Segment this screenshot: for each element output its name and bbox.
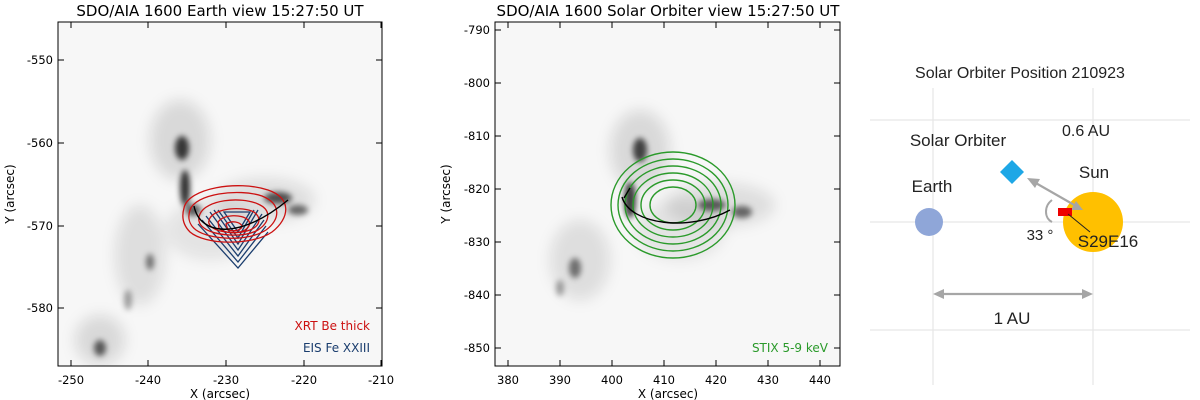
legend-eis: EIS Fe XXIII: [303, 341, 370, 355]
eis-contours: [197, 209, 269, 269]
panel-orbiter-view: SDO/AIA 1600 Solar Orbiter view 15:27:50…: [439, 2, 841, 400]
y-tick-label: -840: [464, 288, 490, 302]
location-leader-line: [1067, 213, 1091, 233]
baseline-arrow: [933, 289, 1093, 299]
x-tick-label: 410: [653, 373, 675, 387]
baseline-label: 1 AU: [994, 309, 1031, 328]
y-axis-label: Y (arcsec): [439, 164, 453, 224]
x-tick-label: 430: [757, 373, 779, 387]
y-tick-label: -800: [464, 76, 490, 90]
x-tick-label: -220: [291, 373, 317, 387]
x-tick-label: 380: [497, 373, 519, 387]
sun-label: Sun: [1079, 163, 1109, 182]
panel-title: SDO/AIA 1600 Solar Orbiter view 15:27:50…: [497, 2, 841, 20]
aia-image: [58, 22, 382, 366]
y-tick-label: -810: [464, 129, 490, 143]
stix-contours: [610, 151, 736, 259]
angle-arc: [1045, 199, 1053, 223]
y-axis-label: Y (arcsec): [3, 164, 17, 224]
location-label: S29E16: [1078, 232, 1139, 251]
x-tick-label: 420: [705, 373, 727, 387]
loop-curve: [621, 196, 731, 224]
x-tick-label: 400: [601, 373, 623, 387]
x-tick-label: 390: [549, 373, 571, 387]
distance-label: 0.6 AU: [1062, 123, 1110, 140]
diagram-title: Solar Orbiter Position 210923: [915, 65, 1125, 82]
panel-earth-view: SDO/AIA 1600 Earth view 15:27:50 UT: [3, 2, 394, 400]
y-tick-label: -560: [27, 136, 53, 150]
y-tick-label: -790: [464, 23, 490, 37]
distance-arrow: [1027, 178, 1083, 210]
orbit-diagram: Solar Orbiter Position 210923 Solar Orbi…: [870, 65, 1190, 385]
x-tick-label: 440: [809, 373, 831, 387]
angle-label: 33 °: [1027, 227, 1054, 244]
xrt-contours: [182, 185, 287, 243]
y-tick-label: -570: [27, 219, 53, 233]
y-tick-label: -550: [27, 53, 53, 67]
loop-curve: [193, 199, 289, 230]
x-tick-label: -240: [135, 373, 161, 387]
x-tick-label: -230: [213, 373, 239, 387]
x-tick-label: -250: [58, 373, 84, 387]
solar-orbiter-marker: [1000, 160, 1024, 184]
earth-circle: [915, 208, 943, 236]
y-tick-label: -850: [464, 341, 490, 355]
x-tick-label: -210: [368, 373, 394, 387]
earth-label: Earth: [912, 177, 953, 196]
y-tick-label: -820: [464, 182, 490, 196]
x-axis-label: X (arcsec): [638, 387, 698, 400]
y-tick-label: -830: [464, 235, 490, 249]
legend-xrt: XRT Be thick: [295, 319, 371, 333]
flare-location-marker: [1058, 208, 1072, 216]
x-axis-label: X (arcsec): [190, 387, 250, 400]
y-tick-label: -580: [27, 301, 53, 315]
solar-orbiter-label: Solar Orbiter: [910, 131, 1007, 150]
panel-title: SDO/AIA 1600 Earth view 15:27:50 UT: [76, 2, 364, 20]
legend-stix: STIX 5-9 keV: [752, 341, 829, 355]
aia-image: [495, 22, 840, 366]
